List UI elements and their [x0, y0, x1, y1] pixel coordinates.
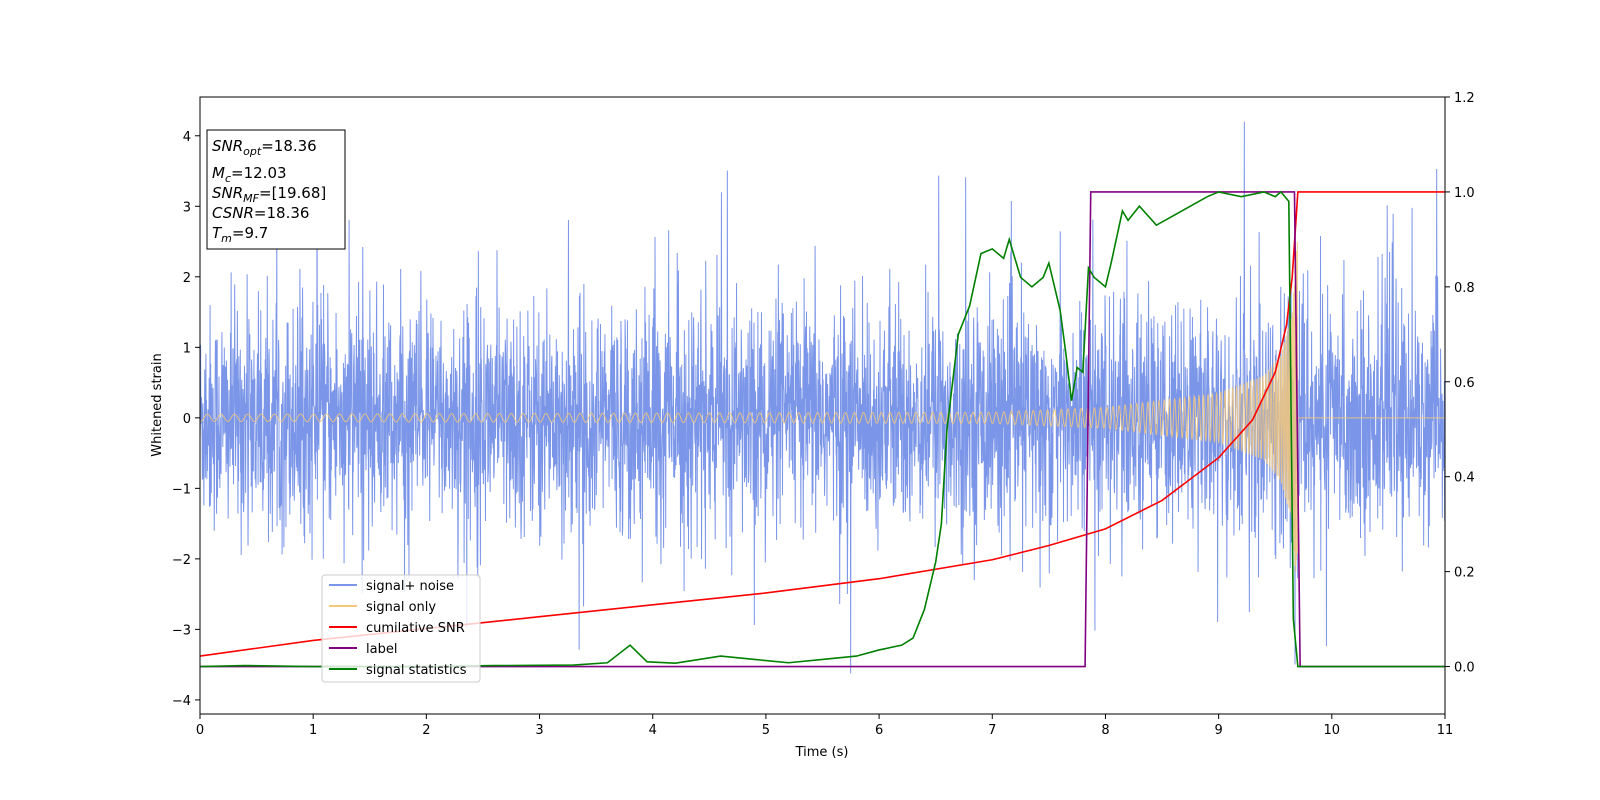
x-tick-label: 11: [1437, 723, 1454, 738]
y-left-tick-label: 4: [183, 130, 191, 145]
x-tick-label: 7: [988, 723, 996, 738]
series-signal-only: [200, 242, 1445, 572]
legend-box: [321, 574, 481, 683]
y-right-tick-label: 1.0: [1454, 186, 1475, 201]
annotation-chirp-mass: Mc=12.03: [212, 164, 287, 185]
legend-item-signal-only: signal only: [329, 600, 436, 615]
x-tick-label: 1: [309, 723, 317, 738]
y-right-tick-label: 0.6: [1454, 376, 1475, 391]
x-tick-label: 9: [1214, 723, 1222, 738]
signal-plus-noise-line: [200, 121, 1445, 674]
legend-item-cumulative-snr: cumilative SNR: [329, 621, 465, 636]
cumulative-snr-line: [200, 191, 1445, 657]
legend-item-signal-plus-noise: signal+ noise: [329, 579, 454, 594]
annotation-snr-mf: SNRMF=[19.68]: [212, 184, 326, 205]
y-left-tick-label: −2: [172, 553, 191, 568]
y-axis-label: Whitened strain: [150, 353, 165, 456]
x-tick-label: 4: [649, 723, 657, 738]
x-tick-label: 5: [762, 723, 770, 738]
plot-frame: [199, 96, 1446, 715]
legend-item-signal-statistics: signal statistics: [329, 663, 467, 678]
x-axis-label: Time (s): [795, 745, 849, 760]
annotation-box: SNRopt=18.36 Mc=12.03 SNRMF=[19.68] CSNR…: [206, 129, 346, 250]
svg-text:signal only: signal only: [366, 600, 436, 615]
y-left-tick-label: 3: [183, 200, 191, 215]
signal-only-line: [200, 242, 1445, 572]
x-tick-label: 8: [1101, 723, 1109, 738]
x-tick-label: 2: [422, 723, 430, 738]
signal-statistics-line: [200, 190, 1445, 668]
svg-text:signal statistics: signal statistics: [366, 663, 467, 678]
x-tick-label: 3: [535, 723, 543, 738]
y-right-tick-label: 1.2: [1454, 91, 1475, 106]
svg-text:signal+ noise: signal+ noise: [366, 579, 454, 594]
svg-text:cumilative SNR: cumilative SNR: [366, 621, 465, 636]
x-axis: 0 1 2 3 4 5 6 7 8 9 10 11: [196, 714, 1453, 738]
svg-text:label: label: [366, 642, 397, 657]
y-left-tick-label: −1: [172, 482, 191, 497]
legend-item-label: label: [329, 642, 397, 657]
x-tick-label: 10: [1324, 723, 1341, 738]
series-signal-statistics: [200, 190, 1445, 668]
x-tick-label: 6: [875, 723, 883, 738]
y-axis-left: −4 −3 −2 −1 0 1 2 3 4: [172, 130, 200, 709]
x-tick-label: 0: [196, 723, 204, 738]
y-right-tick-label: 0.4: [1454, 471, 1475, 486]
annotation-snr-opt: SNRopt=18.36: [212, 137, 317, 158]
y-left-tick-label: 0: [183, 412, 191, 427]
y-left-tick-label: −3: [172, 623, 191, 638]
y-left-tick-label: 2: [183, 271, 191, 286]
y-left-tick-label: 1: [183, 341, 191, 356]
y-right-tick-label: 0.2: [1454, 566, 1475, 581]
y-right-tick-label: 0.0: [1454, 661, 1475, 676]
y-left-tick-label: −4: [172, 694, 191, 709]
annotation-merger-time: Tm=9.7: [212, 224, 268, 245]
series-signal-plus-noise: [200, 121, 1445, 674]
annotation-csnr: CSNR=18.36: [212, 204, 309, 222]
y-axis-right: 0.0 0.2 0.4 0.6 0.8 1.0 1.2: [1445, 91, 1475, 676]
y-right-tick-label: 0.8: [1454, 281, 1475, 296]
legend: signal+ noise signal only cumilative SNR…: [321, 574, 481, 683]
series-cumulative-snr: [200, 191, 1445, 657]
